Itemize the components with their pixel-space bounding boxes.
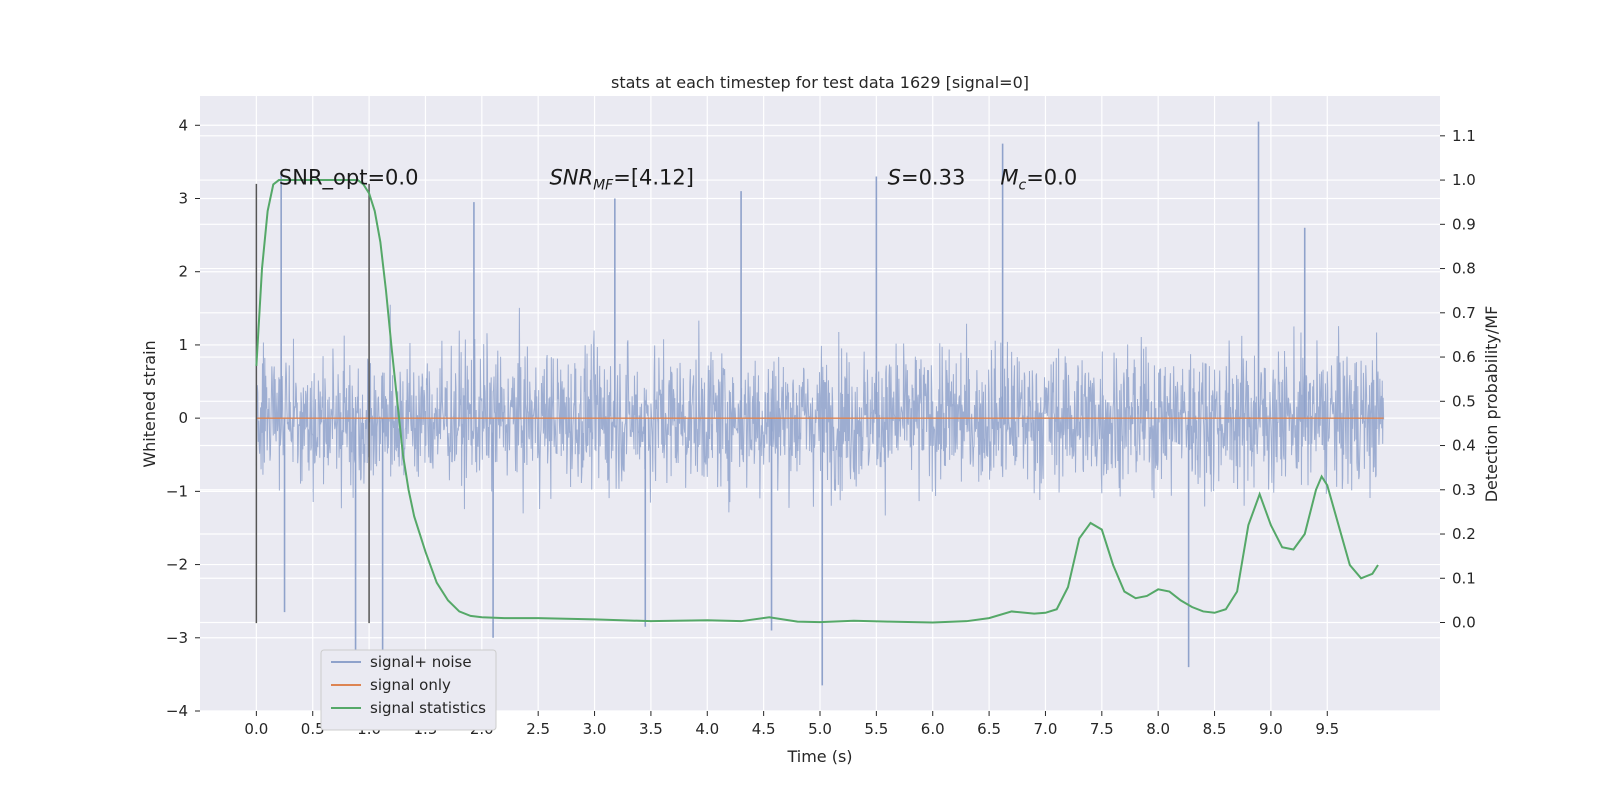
right-y-tick-label-9: 0.9 [1452, 215, 1476, 233]
x-tick-label-17: 8.5 [1203, 720, 1227, 738]
annotation-1: SNRMF=[4.12] [549, 166, 694, 194]
chart-title: stats at each timestep for test data 162… [611, 73, 1029, 92]
annotation-0: SNR_opt=0.0 [279, 166, 419, 191]
right-y-tick-label-10: 1.0 [1452, 171, 1476, 189]
x-tick-label-6: 3.0 [583, 720, 607, 738]
legend: signal+ noise signal only signal statist… [320, 649, 497, 731]
annotation-2: S=0.33 [888, 166, 966, 190]
right-y-tick-label-2: 0.2 [1452, 525, 1476, 543]
x-tick-label-16: 8.0 [1146, 720, 1170, 738]
right-y-tick-label-1: 0.1 [1452, 569, 1476, 587]
x-tick-label-19: 9.5 [1315, 720, 1339, 738]
y-tick-label-3: −1 [166, 482, 188, 500]
x-tick-label-11: 5.5 [864, 720, 888, 738]
x-tick-label-18: 9.0 [1259, 720, 1283, 738]
right-y-axis-label: Detection probability/MF [1482, 306, 1501, 503]
noise-trace [255, 304, 1385, 516]
y-tick-label-6: 2 [178, 263, 188, 281]
x-tick-label-15: 7.5 [1090, 720, 1114, 738]
right-y-tick-label-4: 0.4 [1452, 437, 1476, 455]
y-tick-label-5: 1 [178, 336, 188, 354]
x-tick-label-8: 4.0 [695, 720, 719, 738]
x-tick-label-13: 6.5 [977, 720, 1001, 738]
x-axis-label: Time (s) [786, 747, 852, 766]
right-y-tick-label-0: 0.0 [1452, 614, 1476, 632]
right-y-tick-label-3: 0.3 [1452, 481, 1476, 499]
y-tick-label-4: 0 [178, 409, 188, 427]
y-axis-label: Whitened strain [140, 340, 159, 467]
annotation-3: Mc=0.0 [1000, 166, 1077, 194]
x-tick-label-14: 7.0 [1034, 720, 1058, 738]
legend-box [320, 649, 497, 731]
legend-label-statistics: signal statistics [370, 699, 486, 717]
x-tick-label-7: 3.5 [639, 720, 663, 738]
right-y-axis-ticks: 0.0 0.1 0.2 0.3 0.4 0.5 0.6 0.7 0.8 0.9 1.0 1.1 [1440, 127, 1476, 632]
right-y-tick-label-6: 0.6 [1452, 348, 1476, 366]
noise-series [255, 121, 1385, 686]
legend-label-noise: signal+ noise [370, 653, 472, 671]
y-tick-label-0: −4 [166, 702, 188, 720]
x-tick-label-10: 5.0 [808, 720, 832, 738]
right-y-tick-label-7: 0.7 [1452, 304, 1476, 322]
x-tick-label-9: 4.5 [752, 720, 776, 738]
left-y-axis-ticks: −4 −3 −2 −1 0 1 2 3 4 [166, 116, 200, 720]
statistics-line [255, 179, 1379, 624]
statistics-series [255, 179, 1379, 624]
window-markers [255, 183, 370, 624]
annotations: SNR_opt=0.0 SNRMF=[4.12] S=0.33 Mc=0.0 [279, 166, 1077, 194]
x-tick-label-1: 0.5 [301, 720, 325, 738]
right-y-tick-label-5: 0.5 [1452, 392, 1476, 410]
right-y-tick-label-11: 1.1 [1452, 127, 1476, 145]
y-tick-label-7: 3 [178, 190, 188, 208]
legend-label-signal: signal only [370, 676, 451, 694]
right-y-tick-label-8: 0.8 [1452, 260, 1476, 278]
x-tick-label-5: 2.5 [526, 720, 550, 738]
y-tick-label-1: −3 [166, 629, 188, 647]
x-tick-label-0: 0.0 [244, 720, 268, 738]
y-tick-label-8: 4 [178, 116, 188, 134]
y-tick-label-2: −2 [166, 556, 188, 574]
x-tick-label-12: 6.0 [921, 720, 945, 738]
